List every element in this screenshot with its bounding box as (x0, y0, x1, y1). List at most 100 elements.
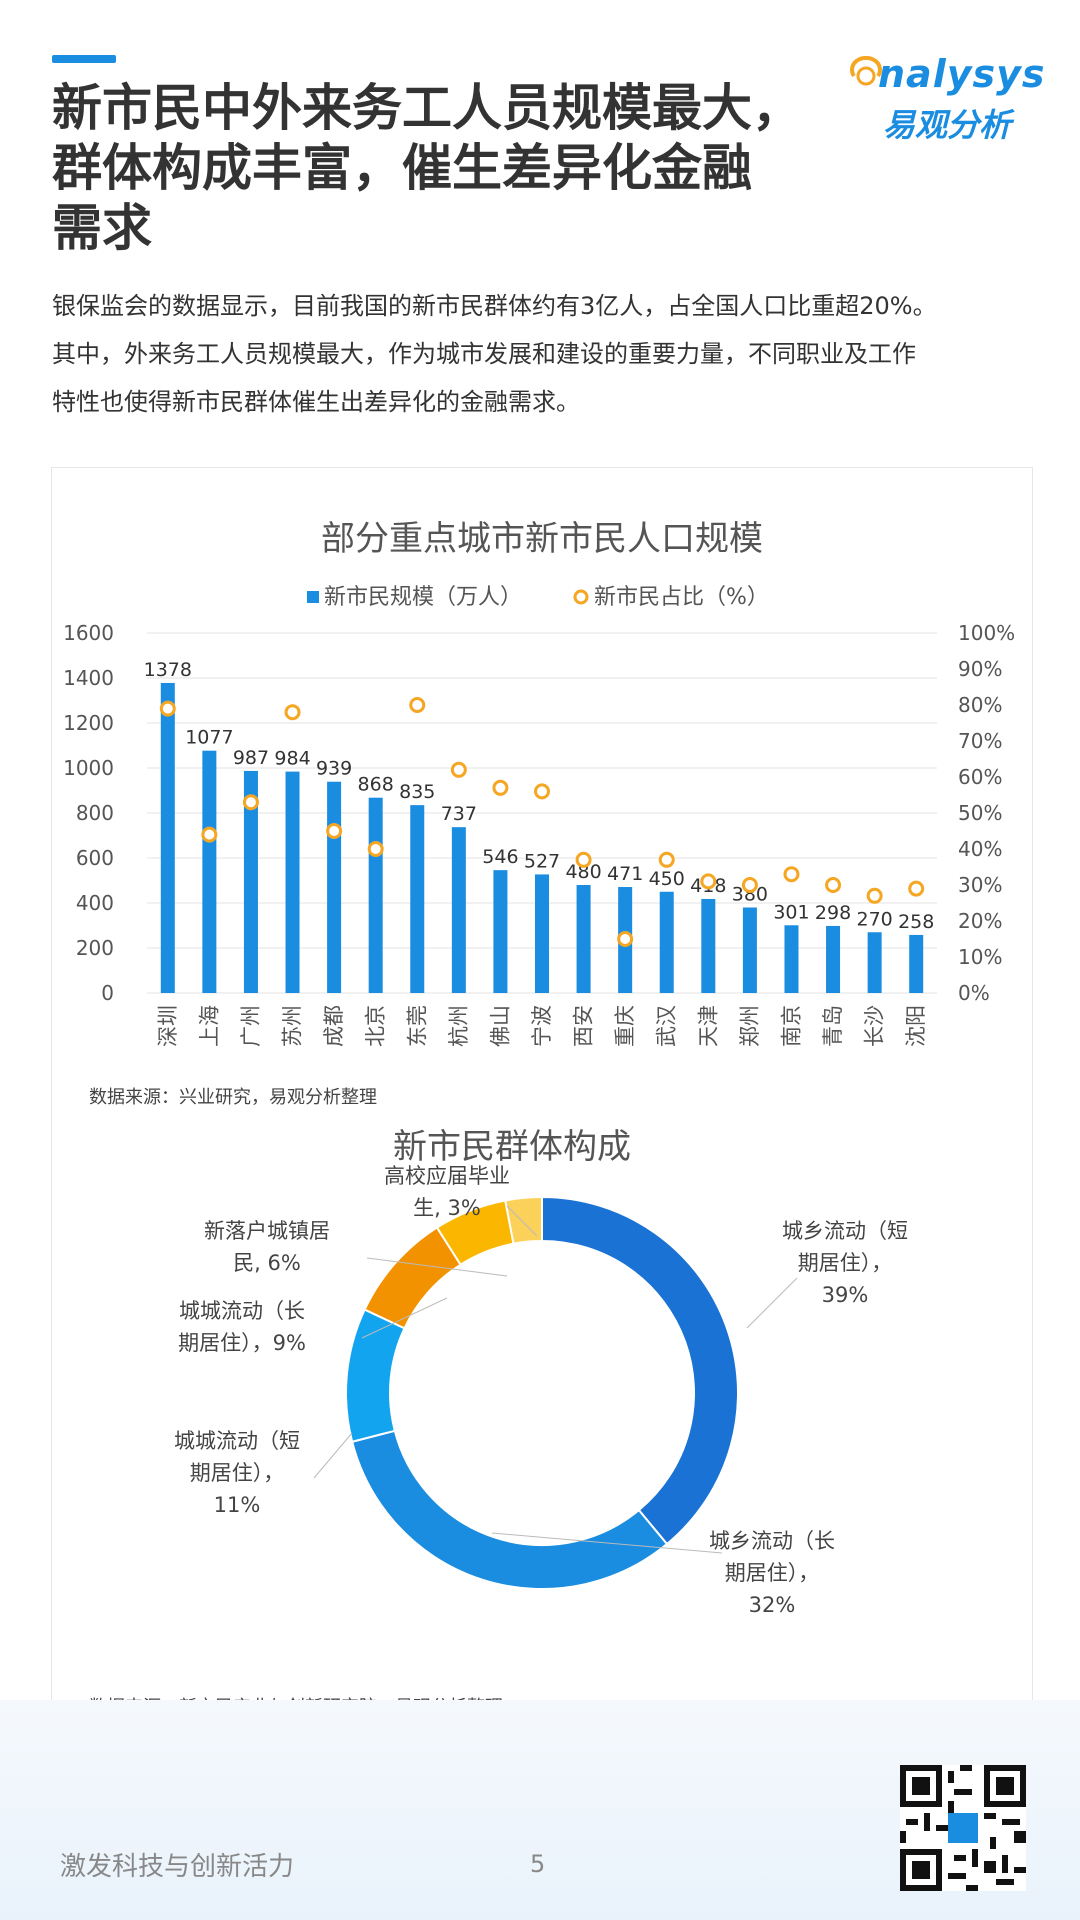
y2-tick-label: 40% (958, 837, 1002, 861)
chart-card: 部分重点城市新市民人口规模 新市民规模（万人） 新市民占比（%） 0 200 400… (51, 467, 1033, 1737)
bar-value-label: 868 (358, 774, 394, 796)
donut-chart: 新市民群体构成 城乡流动（短期居住）， 39% 城乡流动（长期居住）， 32% 城城流动… (174, 1127, 908, 1617)
slice-label: 城城流动（短期居住）， 11% (174, 1429, 300, 1517)
x-tick-label-rotated: 上海 (197, 1005, 221, 1047)
y2-tick-label: 90% (958, 657, 1002, 681)
donut-chart-title: 新市民群体构成 (393, 1127, 631, 1167)
slice-label: 新落户城镇居民, 6% (204, 1219, 330, 1275)
bar-value-label: 298 (815, 902, 851, 924)
x-tick-label-rotated: 广州 (239, 1005, 263, 1047)
bar (826, 925, 841, 993)
share-point (326, 823, 343, 839)
bar (576, 885, 591, 993)
bar-value-label: 939 (316, 758, 352, 780)
intro-line: 特性也使得新市民群体催生出差异化的金融需求。 (52, 388, 580, 416)
y2-tick-label: 100% (958, 621, 1015, 645)
leader-line (491, 1532, 723, 1554)
slice-label: 城城流动（长期居住），9% (178, 1299, 306, 1355)
leader-line (313, 1432, 353, 1479)
bar-chart: 部分重点城市新市民人口规模 新市民规模（万人） 新市民占比（%） 0 200 400… (63, 519, 1015, 1047)
page-number: 5 (530, 1850, 546, 1878)
bar-value-label: 737 (441, 803, 477, 825)
x-tick-label-rotated: 郑州 (738, 1005, 762, 1047)
title-line: 需求 (52, 199, 152, 257)
legend-bar-swatch (307, 591, 319, 603)
analysys-logo: nalysys 易观分析 (848, 50, 1045, 144)
leader-line (506, 1205, 538, 1237)
y-tick-label: 400 (76, 891, 114, 915)
share-point (242, 794, 259, 811)
bar-value-label: 480 (565, 861, 601, 883)
x-tick-label-rotated: 东莞 (405, 1005, 429, 1047)
share-point (825, 877, 842, 893)
x-tick-label-rotated: 苏州 (281, 1005, 305, 1047)
bar-value-label: 835 (399, 781, 435, 803)
share-point (741, 877, 758, 893)
bar-chart-source: 数据来源：兴业研究，易观分析整理 (89, 1087, 377, 1108)
share-point (409, 697, 426, 713)
bar (160, 682, 175, 993)
bar-value-label: 258 (898, 911, 934, 933)
x-tick-label-rotated: 天津 (696, 1005, 720, 1047)
bar-value-label: 471 (607, 863, 643, 885)
share-point (450, 761, 467, 778)
y-tick-label: 200 (76, 936, 114, 960)
slice-label: 城乡流动（长期居住）， 32% (709, 1529, 835, 1617)
slice-label: 高校应届毕业生, 3% (384, 1164, 510, 1220)
y2-tick-label: 10% (958, 945, 1002, 969)
share-point (534, 783, 550, 800)
bar (535, 874, 549, 993)
intro-line: 其中，外来务工人员规模最大，作为城市发展和建设的重要力量，不同职业及工作 (52, 340, 916, 368)
y-tick-label: 1200 (63, 711, 114, 735)
bar-value-label: 527 (524, 850, 560, 872)
bar-value-label: 301 (773, 901, 809, 923)
legend-point-label: 新市民占比（%） (594, 585, 769, 610)
x-tick-label-rotated: 宁波 (530, 1005, 554, 1047)
y2-tick-label: 80% (958, 693, 1002, 717)
share-point (783, 866, 800, 883)
x-tick-label-rotated: 佛山 (488, 1005, 512, 1047)
bar (742, 907, 757, 993)
share-point (575, 851, 592, 868)
y2-tick-label: 60% (958, 765, 1002, 789)
leader-line (746, 1277, 798, 1329)
logo-cn: 易观分析 (883, 106, 1012, 144)
logo-a-icon (850, 55, 882, 86)
bar-value-label: 546 (482, 846, 518, 868)
share-point (159, 700, 176, 717)
x-tick-label-rotated: 重庆 (613, 1005, 637, 1047)
bar-value-label: 987 (233, 747, 269, 769)
x-tick-label-rotated: 成都 (322, 1005, 346, 1047)
bar (285, 771, 300, 993)
accent-bar (52, 55, 116, 63)
y-tick-label: 1000 (63, 756, 114, 780)
x-tick-label-rotated: 武汉 (655, 1005, 679, 1047)
slice-label: 城乡流动（短期居住）， 39% (782, 1219, 908, 1307)
y-tick-label: 1600 (63, 621, 114, 645)
bar (202, 750, 217, 993)
title-line: 新市民中外来务工人员规模最大， (52, 79, 802, 137)
y-tick-label: 800 (76, 801, 114, 825)
donut-slice (345, 1308, 406, 1443)
x-tick-label-rotated: 沈阳 (904, 1005, 928, 1047)
y2-tick-label: 0% (958, 981, 990, 1005)
bar (659, 891, 674, 993)
share-point (866, 887, 883, 904)
bar-value-label: 1378 (144, 659, 192, 681)
bar-value-label: 380 (732, 884, 768, 906)
share-point (492, 779, 509, 796)
bar (909, 934, 924, 993)
qr-code-icon (900, 1765, 1026, 1891)
y-tick-label: 600 (76, 846, 114, 870)
bar-value-label: 450 (649, 868, 685, 890)
bar (493, 870, 508, 993)
bar (410, 805, 425, 993)
donut-slice (350, 1429, 669, 1590)
bar-chart-title: 部分重点城市新市民人口规模 (321, 519, 763, 559)
share-point (908, 880, 925, 897)
share-point (700, 873, 717, 890)
x-tick-label-rotated: 长沙 (863, 1005, 887, 1047)
leader-line (361, 1297, 448, 1339)
legend: 新市民规模（万人） 新市民占比（%） (307, 585, 769, 610)
legend-bar-label: 新市民规模（万人） (324, 585, 522, 610)
